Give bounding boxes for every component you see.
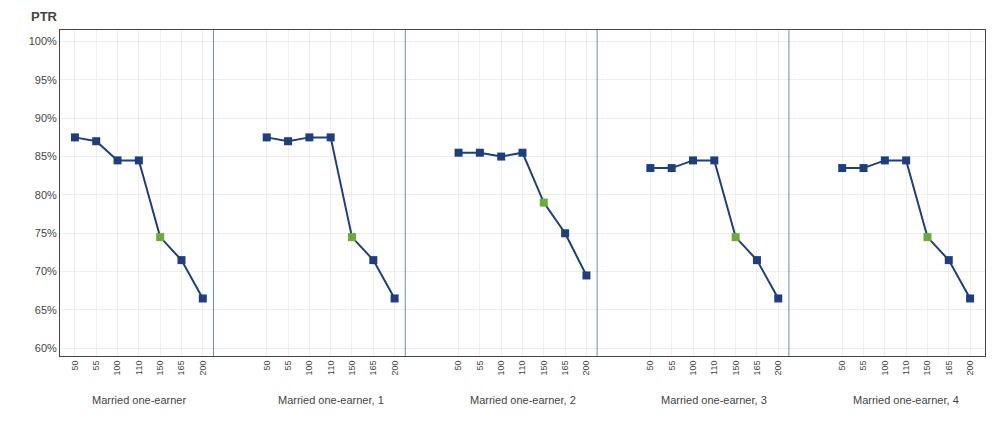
svg-text:150: 150 <box>922 361 932 376</box>
svg-text:165: 165 <box>368 361 378 376</box>
svg-text:165: 165 <box>176 361 186 376</box>
svg-text:70%: 70% <box>35 265 57 277</box>
svg-text:95%: 95% <box>35 74 57 86</box>
svg-text:50: 50 <box>837 361 847 371</box>
svg-text:200: 200 <box>773 361 783 376</box>
svg-text:200: 200 <box>581 361 591 376</box>
svg-text:50: 50 <box>645 361 655 371</box>
svg-text:200: 200 <box>198 361 208 376</box>
svg-text:100: 100 <box>880 361 890 376</box>
svg-text:Married one-earner, 2: Married one-earner, 2 <box>470 394 576 406</box>
svg-text:80%: 80% <box>35 189 57 201</box>
svg-text:65%: 65% <box>35 304 57 316</box>
svg-text:55: 55 <box>667 361 677 371</box>
svg-text:110: 110 <box>709 361 719 375</box>
svg-text:50: 50 <box>453 361 463 371</box>
svg-text:85%: 85% <box>35 150 57 162</box>
svg-text:75%: 75% <box>35 227 57 239</box>
svg-text:50: 50 <box>262 361 272 371</box>
svg-text:165: 165 <box>944 361 954 376</box>
svg-text:Married one-earner, 4: Married one-earner, 4 <box>853 394 959 406</box>
svg-text:110: 110 <box>517 361 527 375</box>
svg-text:150: 150 <box>539 361 549 376</box>
svg-text:165: 165 <box>752 361 762 376</box>
svg-text:150: 150 <box>155 361 165 376</box>
svg-text:60%: 60% <box>35 342 57 354</box>
svg-text:165: 165 <box>560 361 570 376</box>
svg-text:55: 55 <box>475 361 485 371</box>
svg-text:Married one-earner, 3: Married one-earner, 3 <box>661 394 767 406</box>
svg-text:90%: 90% <box>35 112 57 124</box>
svg-text:200: 200 <box>390 361 400 376</box>
svg-text:100: 100 <box>688 361 698 376</box>
svg-text:150: 150 <box>347 361 357 376</box>
svg-text:55: 55 <box>91 361 101 371</box>
svg-text:Married one-earner, 1: Married one-earner, 1 <box>278 394 384 406</box>
svg-text:100: 100 <box>112 361 122 376</box>
svg-text:Married one-earner: Married one-earner <box>92 394 186 406</box>
svg-text:PTR: PTR <box>31 9 58 24</box>
svg-text:50: 50 <box>70 361 80 371</box>
svg-text:150: 150 <box>731 361 741 376</box>
svg-text:55: 55 <box>283 361 293 371</box>
svg-text:110: 110 <box>901 361 911 375</box>
svg-text:100%: 100% <box>29 35 57 47</box>
svg-text:55: 55 <box>858 361 868 371</box>
svg-text:110: 110 <box>326 361 336 375</box>
svg-text:100: 100 <box>304 361 314 376</box>
svg-text:110: 110 <box>134 361 144 375</box>
svg-text:100: 100 <box>496 361 506 376</box>
svg-text:200: 200 <box>965 361 975 376</box>
